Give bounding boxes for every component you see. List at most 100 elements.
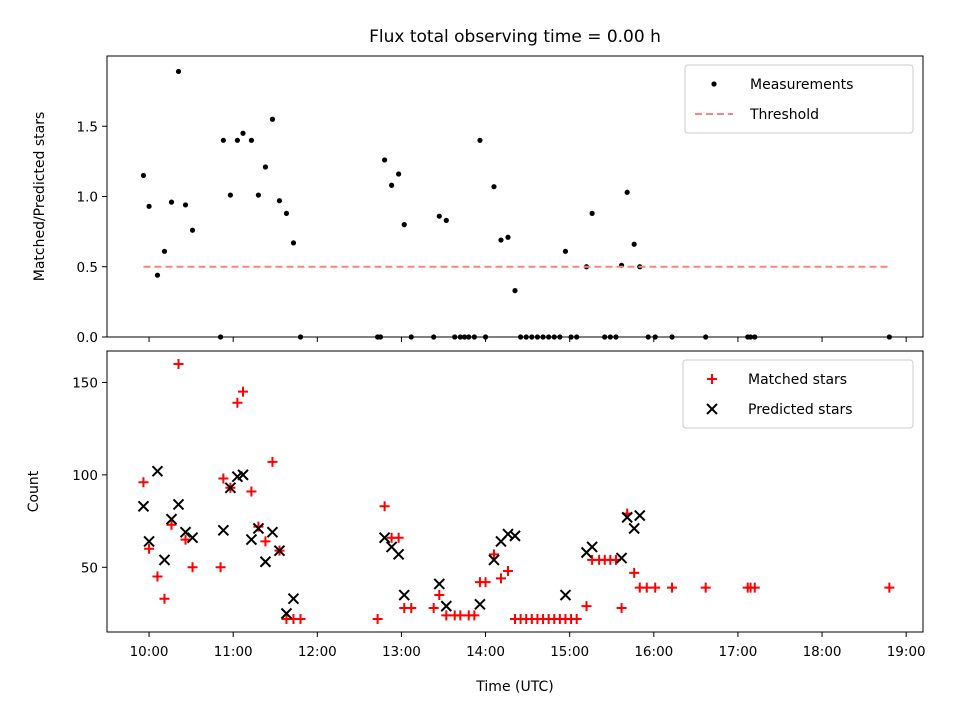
- measurement-point: [276, 198, 283, 204]
- matched-point: [641, 582, 652, 593]
- predicted-point: [559, 589, 572, 601]
- bottom-series-predicted-stars: [137, 465, 646, 620]
- measurement-point: [255, 192, 262, 198]
- matched-point: [700, 582, 711, 593]
- measurement-point: [168, 199, 175, 205]
- matched-point: [495, 573, 506, 584]
- measurement-point: [220, 137, 226, 143]
- predicted-point: [273, 544, 286, 557]
- matched-point: [488, 549, 499, 560]
- matched-point: [173, 358, 184, 369]
- predicted-point: [440, 600, 453, 612]
- legend-dot-handle: [711, 81, 717, 87]
- y-tick-label: 1.0: [77, 190, 98, 206]
- matched-point: [667, 582, 678, 593]
- measurement-point: [248, 137, 255, 143]
- measurement-point: [436, 213, 442, 219]
- predicted-point: [586, 541, 598, 553]
- predicted-point: [621, 511, 633, 524]
- predicted-point: [252, 522, 265, 535]
- predicted-point: [143, 535, 155, 548]
- bottom-series-matched-stars: [138, 358, 895, 625]
- matched-point: [218, 473, 229, 484]
- x-tick-label: 16:00: [634, 644, 673, 660]
- predicted-point: [502, 528, 514, 540]
- legend-label: Predicted stars: [748, 402, 853, 418]
- matched-point: [187, 562, 198, 573]
- predicted-point: [237, 469, 249, 481]
- predicted-point: [280, 607, 293, 620]
- matched-point: [616, 602, 627, 613]
- predicted-point: [509, 530, 521, 542]
- bottom-axes-frame: [106, 350, 924, 633]
- top-series-measurements: [140, 68, 892, 340]
- measurement-point: [240, 130, 246, 136]
- predicted-point: [378, 532, 391, 544]
- y-tick-label: 0.0: [77, 330, 98, 346]
- matched-point: [238, 386, 248, 397]
- predicted-point: [259, 556, 272, 568]
- legend-x-handle: [706, 403, 718, 415]
- measurement-point: [443, 217, 449, 223]
- matched-point: [629, 567, 640, 578]
- measurement-point: [396, 171, 402, 177]
- top-panel: 0.0 0.5 1.0 1.5 Matched/Predicted stars Measu…: [32, 55, 924, 346]
- matched-point: [152, 571, 163, 582]
- matched-point: [884, 582, 895, 593]
- predicted-point: [179, 526, 192, 538]
- predicted-point: [165, 513, 178, 525]
- measurement-point: [154, 272, 161, 278]
- legend-label: Threshold: [749, 107, 819, 123]
- measurement-point: [161, 248, 168, 254]
- predicted-point: [474, 598, 486, 610]
- matched-point: [502, 565, 513, 576]
- measurement-point: [227, 192, 233, 198]
- x-tick-label: 10:00: [130, 644, 169, 660]
- matched-point: [406, 602, 417, 613]
- measurement-point: [140, 172, 147, 179]
- predicted-point: [615, 552, 628, 564]
- predicted-point: [634, 509, 646, 522]
- x-axis-label: Time (UTC): [475, 679, 553, 695]
- matched-point: [581, 601, 592, 612]
- x-tick-label: 14:00: [466, 644, 505, 660]
- matched-point: [749, 582, 760, 593]
- matched-point: [232, 397, 243, 408]
- measurement-point: [283, 210, 290, 216]
- measurement-point: [505, 234, 511, 240]
- bottom-legend: Matched stars Predicted stars: [682, 359, 914, 429]
- top-y-axis-label: Matched/Predicted stars: [32, 112, 48, 282]
- top-legend: Measurements Threshold: [684, 64, 914, 134]
- matched-point: [267, 456, 278, 467]
- x-tick-label: 15:00: [550, 644, 589, 660]
- predicted-point: [158, 554, 171, 566]
- predicted-point: [433, 578, 445, 590]
- predicted-point: [392, 548, 405, 561]
- predicted-point: [245, 533, 258, 546]
- measurement-point: [146, 203, 152, 209]
- measurement-point: [269, 116, 276, 122]
- measurement-point: [189, 227, 196, 233]
- legend-box: [684, 64, 914, 134]
- matched-point: [480, 577, 491, 588]
- matched-point: [246, 486, 257, 497]
- matched-point: [428, 602, 439, 613]
- matched-point: [215, 562, 226, 573]
- matched-point: [441, 610, 452, 621]
- measurement-point: [290, 240, 297, 246]
- matched-point: [434, 590, 445, 601]
- y-tick-label: 1.5: [77, 119, 98, 135]
- matched-point: [295, 614, 306, 625]
- y-tick-label: 50: [81, 560, 98, 576]
- predicted-point: [488, 554, 500, 566]
- legend-box: [682, 359, 914, 429]
- y-tick-label: 150: [72, 375, 98, 391]
- matched-point: [260, 536, 271, 547]
- measurement-point: [512, 288, 518, 294]
- predicted-point: [172, 498, 185, 511]
- measurement-point: [234, 137, 240, 143]
- predicted-point: [217, 524, 230, 537]
- y-tick-label: 100: [72, 468, 98, 484]
- matched-point: [144, 543, 155, 554]
- predicted-point: [151, 465, 164, 477]
